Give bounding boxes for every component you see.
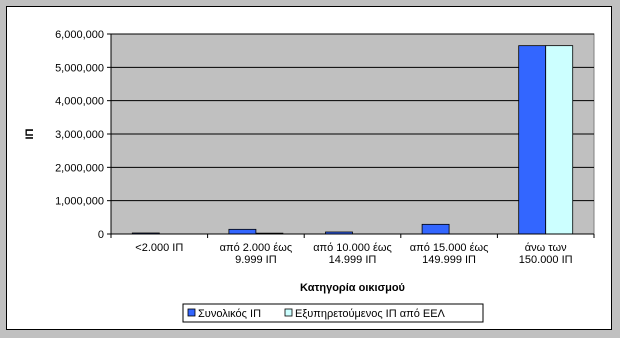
bar-chart: 0 1,000,000 2,000,000 3,000,000 4,000,000 5,0… [24,29,595,323]
x-tick-label: άνω των [525,242,567,254]
gridlines [111,33,594,202]
x-tick-label: 149.999 ΙΠ [422,254,476,266]
x-tick-label: 14.999 ΙΠ [329,254,377,266]
x-tick-label: από 15.000 έως [410,242,489,254]
y-tick-label: 3,000,000 [55,129,104,141]
legend-box [182,303,484,323]
x-tick-label: 150.000 ΙΠ [519,254,573,266]
y-axis-ticks: 0 1,000,000 2,000,000 3,000,000 4,000,000 5,0… [55,29,111,241]
x-tick-label: 9.999 ΙΠ [235,254,277,266]
legend-label-total: Συνολικός ΙΠ [198,308,261,320]
x-tick-label: από 10.000 έως [313,242,392,254]
y-tick-label: 4,000,000 [55,96,104,108]
legend-swatch-served [284,308,293,317]
y-tick-label: 2,000,000 [55,162,104,174]
legend: Συνολικός ΙΠ Εξυπηρετούμενος ΙΠ από ΕΕΛ [182,303,484,323]
y-tick-label: 6,000,000 [55,29,104,41]
y-tick-label: 0 [98,229,104,241]
chart-frame: 0 1,000,000 2,000,000 3,000,000 4,000,000 5,0… [6,6,612,330]
bar [228,228,257,235]
bar [518,45,547,235]
y-tick-label: 1,000,000 [55,196,104,208]
legend-swatch-total [187,308,196,317]
bar [545,45,574,235]
bars [131,45,574,235]
x-tick-label: <2.000 ΙΠ [135,242,183,254]
legend-label-served: Εξυπηρετούμενος ΙΠ από ΕΕΛ [295,308,446,320]
y-tick-label: 5,000,000 [55,62,104,74]
y-axis-title: ΙΠ [24,128,36,139]
bar [421,223,450,235]
x-tick-label: από 2.000 έως [220,242,293,254]
x-axis-title: Κατηγορία οικισμού [300,282,405,294]
